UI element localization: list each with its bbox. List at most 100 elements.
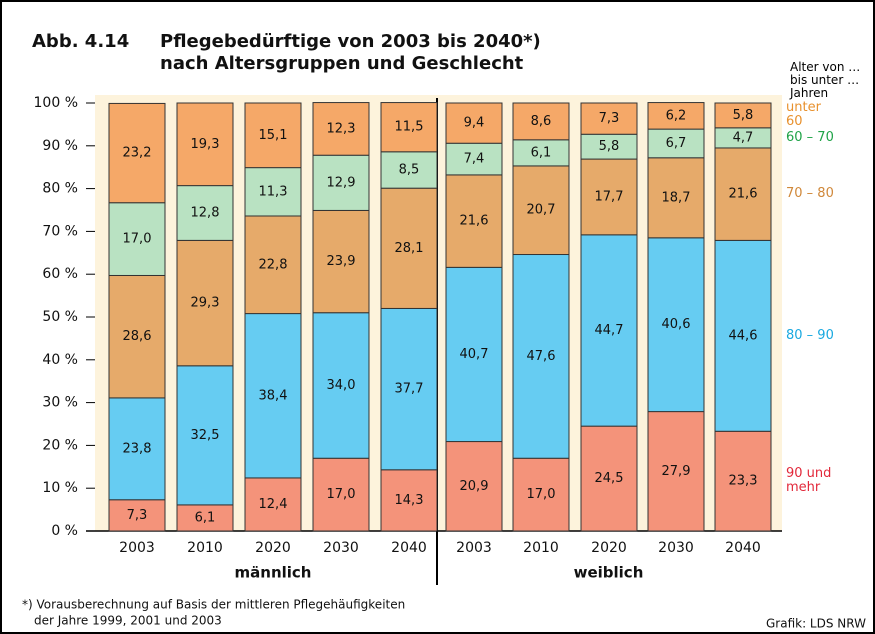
bar-segment — [512, 102, 570, 141]
chart-subtitle: nach Altersgruppen und Geschlecht — [160, 53, 524, 74]
y-tick-label: 40 % — [42, 352, 78, 368]
bar-segment — [380, 307, 438, 471]
value-label: 28,6 — [123, 329, 152, 344]
bar-segment — [512, 165, 570, 256]
x-tick-label: 2040 — [725, 540, 761, 556]
bar-segment — [714, 147, 772, 241]
bar-segment — [380, 151, 438, 189]
x-tick-label: 2020 — [591, 540, 627, 556]
value-label: 22,8 — [259, 257, 288, 272]
value-label: 15,1 — [259, 128, 288, 143]
bar-segment — [512, 254, 570, 459]
value-label: 12,8 — [191, 205, 220, 220]
bar-segment — [445, 102, 503, 144]
value-label: 21,6 — [460, 214, 489, 229]
bar-segment — [580, 102, 638, 135]
figure-label: Abb. 4.14 — [32, 31, 129, 52]
y-tick-label: 0 % — [51, 523, 78, 539]
value-label: 23,8 — [123, 441, 152, 456]
bar-segment — [647, 411, 705, 532]
value-label: 17,0 — [123, 232, 152, 247]
value-label: 28,1 — [395, 241, 424, 256]
legend-title: Alter von … bis unter … Jahren — [790, 60, 861, 100]
bar-segment — [244, 167, 302, 217]
value-label: 12,3 — [327, 121, 356, 136]
bar-segment — [312, 312, 370, 459]
bar-segment — [108, 499, 166, 532]
value-label: 23,2 — [123, 146, 152, 161]
footnote: der Jahre 1999, 2001 und 2003 — [34, 614, 222, 628]
x-tick-label: 2003 — [456, 540, 492, 556]
x-tick-label: 2030 — [323, 540, 359, 556]
value-label: 17,0 — [327, 487, 356, 502]
bar-segment — [312, 102, 370, 156]
bar-segment — [244, 215, 302, 315]
bar-segment — [714, 102, 772, 129]
y-tick-label: 60 % — [42, 266, 78, 282]
bar-segment — [312, 457, 370, 532]
value-label: 12,9 — [327, 175, 356, 190]
value-label: 12,4 — [259, 497, 288, 512]
value-label: 32,5 — [191, 428, 220, 443]
bar-segment — [176, 239, 234, 367]
value-label: 38,4 — [259, 388, 288, 403]
bar-segment — [714, 430, 772, 532]
value-label: 9,4 — [464, 116, 485, 131]
bar-segment — [108, 397, 166, 501]
bar-segment — [647, 102, 705, 130]
value-label: 7,4 — [464, 152, 485, 167]
legend-entry: 70 – 80 — [786, 186, 834, 202]
chart-title: Pflegebedürftige von 2003 bis 2040*) — [160, 31, 541, 52]
x-tick-label: 2003 — [119, 540, 155, 556]
bar-segment — [108, 102, 166, 204]
value-label: 6,1 — [531, 145, 552, 160]
value-label: 7,3 — [127, 508, 148, 523]
bar-segment — [176, 102, 234, 187]
value-label: 44,7 — [595, 323, 624, 338]
bar-segment — [176, 504, 234, 532]
bar-segment — [244, 313, 302, 479]
value-label: 14,3 — [395, 493, 424, 508]
bar-segment — [176, 185, 234, 241]
bar-segment — [244, 477, 302, 532]
value-label: 23,9 — [327, 254, 356, 269]
value-label: 23,3 — [729, 474, 758, 489]
bar-segment — [380, 469, 438, 532]
bar-segment — [647, 237, 705, 413]
value-label: 17,0 — [527, 487, 556, 502]
value-label: 27,9 — [662, 464, 691, 479]
value-label: 11,3 — [259, 184, 288, 199]
bar-segment — [512, 139, 570, 167]
x-tick-label: 2040 — [391, 540, 427, 556]
y-tick-label: 50 % — [42, 309, 78, 325]
legend-entry: 80 – 90 — [786, 327, 834, 343]
y-tick-label: 100 % — [34, 95, 78, 111]
y-tick-label: 80 % — [42, 181, 78, 197]
value-label: 8,5 — [399, 162, 420, 177]
bar-segment — [176, 365, 234, 506]
bar-segment — [312, 154, 370, 211]
bar-segment — [445, 174, 503, 268]
value-label: 40,7 — [460, 347, 489, 362]
source: Grafik: LDS NRW — [766, 617, 866, 631]
bar-segment — [445, 441, 503, 532]
bar-segment — [580, 425, 638, 532]
bar-segment — [380, 187, 438, 309]
value-label: 24,5 — [595, 471, 624, 486]
y-tick-label: 10 % — [42, 480, 78, 496]
value-label: 37,7 — [395, 382, 424, 397]
x-tick-label: 2010 — [523, 540, 559, 556]
x-tick-label: 2030 — [658, 540, 694, 556]
bar-segment — [647, 128, 705, 159]
value-label: 11,5 — [395, 120, 424, 135]
value-label: 34,0 — [327, 378, 356, 393]
value-label: 6,1 — [195, 510, 216, 525]
value-label: 29,3 — [191, 296, 220, 311]
value-label: 5,8 — [733, 108, 754, 123]
footnote: *) Vorausberechnung auf Basis der mittle… — [22, 598, 405, 612]
value-label: 8,6 — [531, 114, 552, 129]
x-tick-label: 2020 — [255, 540, 291, 556]
